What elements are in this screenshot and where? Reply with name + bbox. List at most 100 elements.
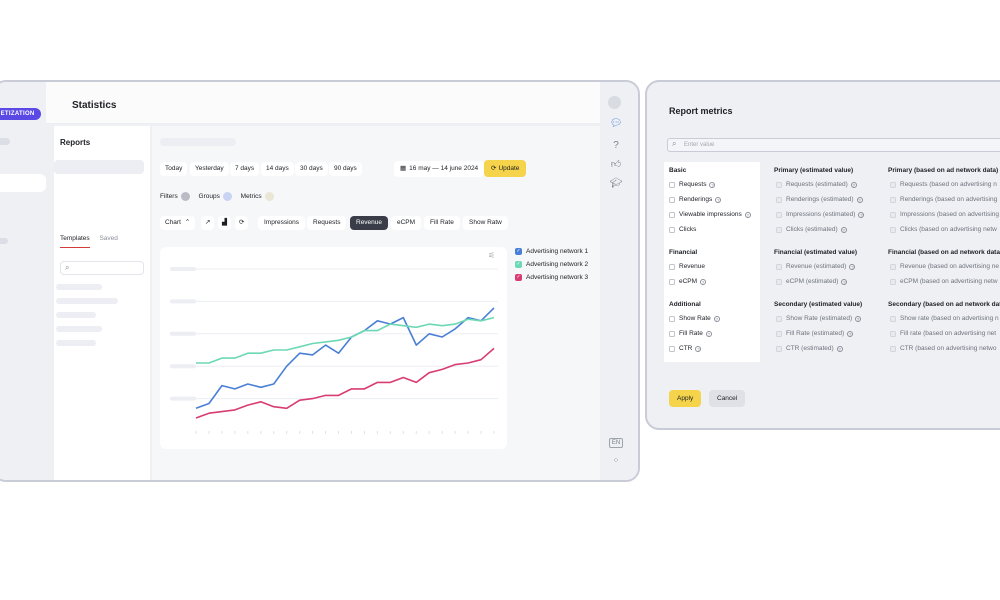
metric-checkbox-row[interactable]: Fill Rate?: [669, 330, 712, 337]
metric-checkbox-row[interactable]: eCPM (estimated)?: [776, 278, 848, 285]
chart-type-dropdown[interactable]: Chart ⌃: [160, 216, 196, 230]
checkbox[interactable]: [890, 263, 896, 270]
checkbox[interactable]: [669, 181, 675, 188]
help-icon[interactable]: ?: [858, 211, 865, 218]
metric-checkbox-row[interactable]: Renderings (based on advertising: [890, 196, 997, 203]
metric-checkbox-row[interactable]: eCPM?: [669, 278, 707, 285]
checkbox[interactable]: [890, 345, 896, 352]
checkbox[interactable]: [669, 315, 675, 322]
list-item[interactable]: [56, 284, 102, 290]
chat-icon[interactable]: 💬︎: [609, 118, 623, 129]
period-7days-button[interactable]: 7 days: [230, 162, 260, 176]
metric-checkbox-row[interactable]: Requests (estimated)?: [776, 181, 857, 188]
metric-checkbox-row[interactable]: CTR (estimated)?: [776, 345, 843, 352]
metric-checkbox-row[interactable]: Revenue (based on advertising ne: [890, 263, 999, 270]
metric-checkbox-row[interactable]: Revenue (estimated)?: [776, 263, 856, 270]
metric-checkbox-row[interactable]: Requests (based on advertising n: [890, 181, 997, 188]
checkbox[interactable]: [776, 181, 782, 188]
period-90days-button[interactable]: 90 days: [329, 162, 362, 176]
checkbox[interactable]: [776, 345, 782, 352]
help-icon[interactable]: ?: [840, 226, 847, 233]
checkbox[interactable]: [669, 226, 675, 233]
metric-checkbox-row[interactable]: Show Rate (estimated)?: [776, 315, 862, 322]
metric-checkbox-row[interactable]: Impressions (based on advertising: [890, 211, 999, 218]
reports-search-input[interactable]: ⌕: [60, 261, 144, 275]
apps-icon[interactable]: ⁘: [612, 456, 620, 465]
series-line-2[interactable]: [196, 316, 495, 364]
metrics-search-input[interactable]: ⌕ Enter value: [667, 138, 1000, 152]
help-icon[interactable]: ?: [700, 278, 707, 285]
list-item[interactable]: [56, 298, 118, 304]
checkbox-checked-icon[interactable]: ✓: [515, 261, 522, 268]
nav-placeholder[interactable]: [0, 138, 10, 145]
help-icon[interactable]: ?: [695, 345, 702, 352]
checkbox[interactable]: [776, 226, 782, 233]
legend-item[interactable]: ✓ Advertising network 3: [515, 271, 588, 284]
metric-checkbox-row[interactable]: Renderings (estimated)?: [776, 196, 863, 203]
avatar[interactable]: [608, 96, 621, 109]
language-switch[interactable]: EN: [609, 438, 623, 448]
metric-checkbox-row[interactable]: Clicks (estimated)?: [776, 226, 847, 233]
period-30days-button[interactable]: 30 days: [295, 162, 328, 176]
metric-checkbox-row[interactable]: Impressions (estimated)?: [776, 211, 865, 218]
help-icon[interactable]: ?: [613, 140, 619, 151]
groups-toggle-label[interactable]: Groups: [198, 193, 220, 201]
help-icon[interactable]: ?: [849, 263, 856, 270]
filters-toggle[interactable]: [180, 192, 190, 201]
apply-button[interactable]: Apply: [669, 390, 702, 407]
help-icon[interactable]: ?: [715, 196, 722, 203]
list-item[interactable]: [56, 340, 96, 346]
metric-checkbox-row[interactable]: eCPM (based on advertising netw: [890, 278, 998, 285]
help-icon[interactable]: ?: [836, 345, 843, 352]
metric-tab-requests[interactable]: Requests: [307, 216, 347, 230]
metric-checkbox-row[interactable]: Requests?: [669, 181, 716, 188]
checkbox-checked-icon[interactable]: ✓: [515, 248, 522, 255]
tab-templates[interactable]: Templates: [60, 235, 90, 248]
checkbox[interactable]: [890, 211, 896, 218]
checkbox[interactable]: [669, 330, 675, 337]
metric-tab-fill-rate[interactable]: Fill Rate: [424, 216, 460, 230]
checkbox[interactable]: [890, 181, 896, 188]
chart-settings-icon[interactable]: ⚟: [488, 251, 496, 260]
help-icon[interactable]: ?: [709, 181, 716, 188]
nav-placeholder[interactable]: [0, 238, 8, 244]
metric-checkbox-row[interactable]: Fill Rate (estimated)?: [776, 330, 854, 337]
metric-tab-impressions[interactable]: Impressions: [258, 216, 306, 230]
metrics-toggle[interactable]: [264, 192, 274, 201]
list-item[interactable]: [56, 326, 102, 332]
checkbox[interactable]: [776, 330, 782, 337]
help-icon[interactable]: ?: [841, 278, 848, 285]
checkbox[interactable]: [890, 315, 896, 322]
checkbox[interactable]: [776, 211, 782, 218]
date-range-picker[interactable]: ▦ 16 may — 14 june 2024: [394, 161, 485, 177]
reset-button[interactable]: ⟳: [235, 216, 249, 230]
report-selector-placeholder[interactable]: [54, 160, 144, 174]
tab-saved[interactable]: Saved: [99, 235, 118, 242]
metric-checkbox-row[interactable]: CTR (based on advertising netwo: [890, 345, 996, 352]
filters-toggle-label[interactable]: Filters: [160, 193, 178, 201]
help-icon[interactable]: ?: [855, 315, 862, 322]
help-icon[interactable]: ?: [850, 181, 857, 188]
legend-item[interactable]: ✓ Advertising network 2: [515, 258, 588, 271]
metric-checkbox-row[interactable]: Show rate (based on advertising n: [890, 315, 999, 322]
period-14days-button[interactable]: 14 days: [261, 162, 294, 176]
legend-item[interactable]: ✓ Advertising network 1: [515, 245, 588, 258]
checkbox[interactable]: [890, 196, 896, 203]
nav-item-active[interactable]: [0, 174, 46, 192]
metrics-toggle-label[interactable]: Metrics: [240, 193, 262, 201]
checkbox[interactable]: [669, 345, 675, 352]
update-button[interactable]: ⟳ Update: [484, 160, 527, 177]
thumbs-up-icon[interactable]: 👍︎: [610, 159, 622, 170]
metric-checkbox-row[interactable]: CTR?: [669, 345, 702, 352]
period-today-button[interactable]: Today: [160, 162, 188, 176]
metric-checkbox-row[interactable]: Revenue: [669, 263, 705, 270]
series-line-1[interactable]: [195, 307, 495, 410]
metric-tab-ecpm[interactable]: eCPM: [391, 216, 422, 230]
help-icon[interactable]: ?: [713, 315, 720, 322]
checkbox[interactable]: [669, 263, 675, 270]
groups-toggle[interactable]: [222, 192, 232, 201]
help-icon[interactable]: ?: [705, 330, 712, 337]
series-line-3[interactable]: [195, 347, 495, 419]
checkbox[interactable]: [776, 263, 782, 270]
bar-chart-button[interactable]: ▟: [218, 216, 231, 230]
